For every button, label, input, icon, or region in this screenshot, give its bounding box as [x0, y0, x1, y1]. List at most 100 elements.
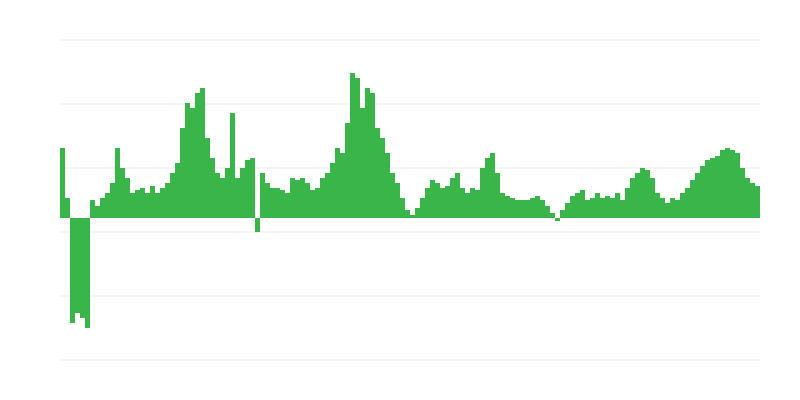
bar [565, 203, 570, 218]
bar [725, 148, 730, 218]
bar [555, 218, 560, 221]
bar [680, 193, 685, 218]
bar [285, 193, 290, 218]
bar [465, 193, 470, 218]
bar [525, 200, 530, 218]
bar [135, 190, 140, 218]
bar [715, 156, 720, 218]
bar [385, 153, 390, 218]
bar [485, 158, 490, 218]
bar [720, 150, 725, 218]
bar [360, 108, 365, 218]
bar [675, 200, 680, 218]
bar [230, 113, 235, 218]
bar [330, 163, 335, 218]
bar [115, 148, 120, 218]
bar [520, 200, 525, 218]
bar [660, 198, 665, 218]
bar [640, 168, 645, 218]
bar [160, 188, 165, 218]
bar [490, 153, 495, 218]
bar [370, 93, 375, 218]
bar [275, 188, 280, 218]
bar [240, 168, 245, 218]
bar [475, 190, 480, 218]
bar [540, 200, 545, 218]
bar [510, 198, 515, 218]
bar [700, 166, 705, 218]
bar [440, 188, 445, 218]
bar [375, 128, 380, 218]
bar [435, 183, 440, 218]
bar [575, 193, 580, 218]
bar [710, 158, 715, 218]
bar [750, 183, 755, 218]
bar [400, 198, 405, 218]
bar [195, 93, 200, 218]
bar [625, 188, 630, 218]
bar [430, 180, 435, 218]
bar [60, 148, 65, 218]
bar [110, 183, 115, 218]
bar [470, 188, 475, 218]
bar [105, 193, 110, 218]
bar [255, 218, 260, 232]
bar [530, 198, 535, 218]
bar [635, 173, 640, 218]
bar [300, 178, 305, 218]
bar [65, 198, 70, 218]
bar [445, 186, 450, 218]
bar [730, 150, 735, 218]
bar [450, 178, 455, 218]
bar [95, 206, 100, 218]
bar [425, 188, 430, 218]
bar [85, 218, 90, 328]
bar [595, 193, 600, 218]
bar [155, 193, 160, 218]
bar [630, 178, 635, 218]
bar [410, 215, 415, 218]
bar [215, 173, 220, 218]
bar [350, 73, 355, 218]
bar [75, 218, 80, 313]
bar [205, 138, 210, 218]
bar [395, 183, 400, 218]
bar [735, 153, 740, 218]
bar [315, 188, 320, 218]
bar [200, 88, 205, 218]
bar [305, 183, 310, 218]
bar [560, 210, 565, 218]
bar [610, 198, 615, 218]
bar [120, 168, 125, 218]
bar [290, 178, 295, 218]
bar [380, 138, 385, 218]
bar [265, 183, 270, 218]
bar [455, 173, 460, 218]
bar [345, 123, 350, 218]
bar [545, 206, 550, 218]
bar [270, 188, 275, 218]
bar [590, 198, 595, 218]
bar [665, 203, 670, 218]
bar [415, 208, 420, 218]
bar [100, 198, 105, 218]
bar [210, 158, 215, 218]
bar [650, 178, 655, 218]
bar [390, 173, 395, 218]
bar [180, 128, 185, 218]
bar [125, 178, 130, 218]
bar [405, 210, 410, 218]
bar [570, 196, 575, 218]
bar [150, 186, 155, 218]
bar [340, 153, 345, 218]
bar [90, 200, 95, 218]
bar [500, 193, 505, 218]
bar [185, 103, 190, 218]
bar [235, 178, 240, 218]
bar [175, 163, 180, 218]
bar [615, 193, 620, 218]
bar [325, 173, 330, 218]
bar [600, 198, 605, 218]
